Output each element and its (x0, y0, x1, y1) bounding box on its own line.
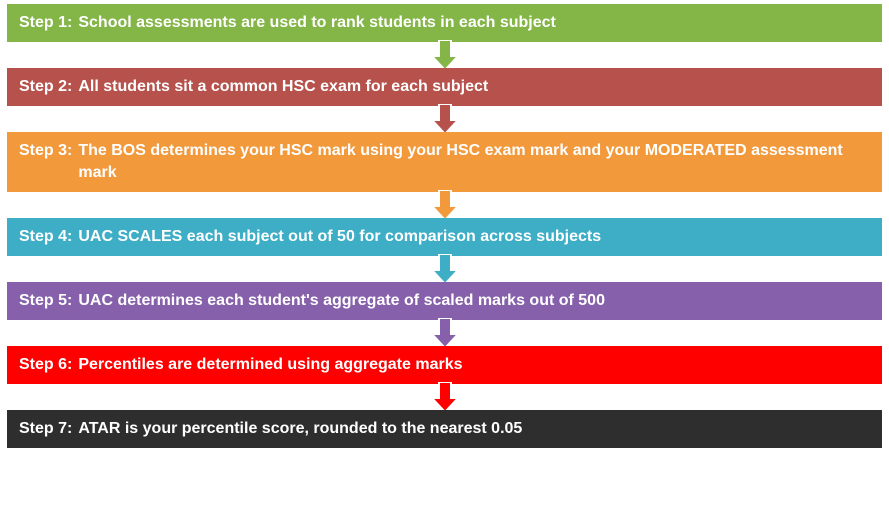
step-2-group: Step 2: All students sit a common HSC ex… (7, 68, 882, 106)
step-text: Percentiles are determined using aggrega… (78, 354, 462, 376)
step-label: Step 5: (19, 290, 72, 312)
step-label: Step 7: (19, 418, 72, 440)
step-text: All students sit a common HSC exam for e… (78, 76, 488, 98)
step-text: ATAR is your percentile score, rounded t… (78, 418, 522, 440)
step-label: Step 4: (19, 226, 72, 248)
step-4-group: Step 4: UAC SCALES each subject out of 5… (7, 218, 882, 256)
step-label: Step 3: (19, 140, 72, 162)
step-7-group: Step 7: ATAR is your percentile score, r… (7, 410, 882, 448)
step-label: Step 6: (19, 354, 72, 376)
step-6-group: Step 6: Percentiles are determined using… (7, 346, 882, 384)
step-label: Step 1: (19, 12, 72, 34)
arrow-6-icon (432, 382, 458, 412)
step-1-bar: Step 1: School assessments are used to r… (7, 4, 882, 42)
arrow-1-icon (432, 40, 458, 70)
step-3-bar: Step 3: The BOS determines your HSC mark… (7, 132, 882, 192)
step-3-group: Step 3: The BOS determines your HSC mark… (7, 132, 882, 192)
arrow-3-icon (432, 190, 458, 220)
step-text: UAC determines each student's aggregate … (78, 290, 605, 312)
step-5-group: Step 5: UAC determines each student's ag… (7, 282, 882, 320)
step-text: UAC SCALES each subject out of 50 for co… (78, 226, 601, 248)
step-2-bar: Step 2: All students sit a common HSC ex… (7, 68, 882, 106)
step-7-bar: Step 7: ATAR is your percentile score, r… (7, 410, 882, 448)
step-label: Step 2: (19, 76, 72, 98)
step-6-bar: Step 6: Percentiles are determined using… (7, 346, 882, 384)
step-4-bar: Step 4: UAC SCALES each subject out of 5… (7, 218, 882, 256)
step-text: The BOS determines your HSC mark using y… (78, 140, 870, 183)
flowchart-canvas: Step 1: School assessments are used to r… (0, 0, 889, 520)
step-1-group: Step 1: School assessments are used to r… (7, 4, 882, 42)
step-text: School assessments are used to rank stud… (78, 12, 556, 34)
arrow-2-icon (432, 104, 458, 134)
step-5-bar: Step 5: UAC determines each student's ag… (7, 282, 882, 320)
arrow-4-icon (432, 254, 458, 284)
arrow-5-icon (432, 318, 458, 348)
